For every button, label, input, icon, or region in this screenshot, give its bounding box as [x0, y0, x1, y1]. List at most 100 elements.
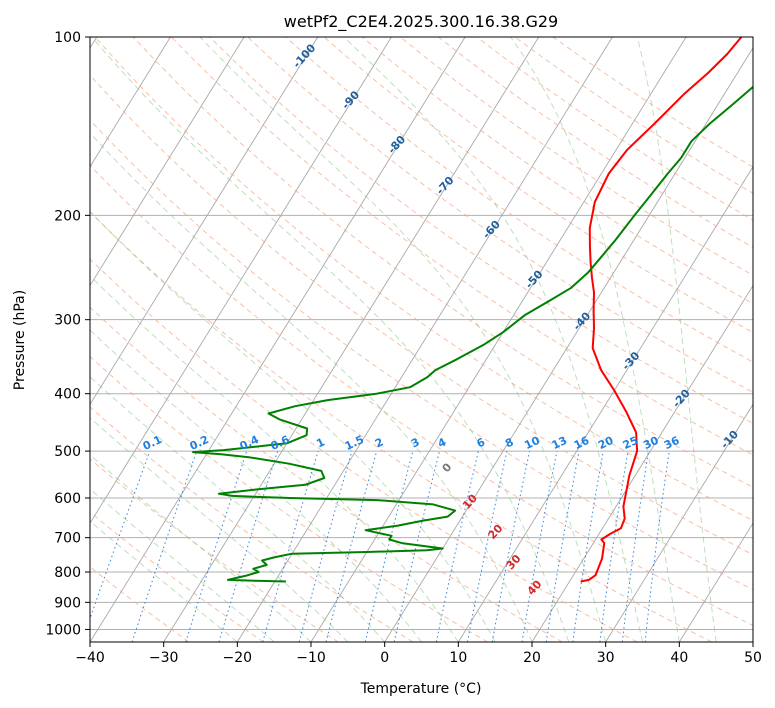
line-label: 30	[504, 552, 524, 572]
dry-adiabat	[90, 458, 339, 642]
y-tick-label: 100	[54, 30, 81, 46]
line-label: 40	[525, 577, 545, 597]
y-tick-label: 400	[54, 387, 81, 403]
line-label: 30	[641, 434, 661, 452]
mixing-ratio-line	[298, 450, 353, 642]
line-label: -100	[290, 41, 318, 70]
line-label: -50	[523, 268, 546, 292]
dry-adiabat	[323, 37, 753, 334]
moist-adiabat	[91, 37, 570, 642]
isotherm-line	[384, 47, 753, 642]
isotherm-line	[457, 165, 753, 642]
moist-adiabat	[90, 520, 238, 642]
moist-adiabat	[90, 275, 459, 642]
dry-adiabat	[247, 37, 753, 393]
mixing-ratio-line	[521, 451, 558, 642]
isotherm-line	[531, 284, 753, 642]
line-label: 10	[460, 492, 480, 512]
dry-adiabat	[171, 37, 753, 456]
moist-adiabat	[90, 454, 312, 642]
isotherm-line	[163, 37, 540, 642]
mixing-ratio-line	[218, 450, 279, 642]
moist-adiabat	[90, 132, 533, 642]
mixing-ratio-line	[599, 451, 629, 642]
y-axis-label: Pressure (hPa)	[12, 290, 28, 390]
y-tick-label: 700	[54, 531, 81, 547]
mixing-ratio-line	[262, 450, 319, 642]
isotherm-line	[90, 37, 319, 406]
x-tick-label: 0	[380, 650, 389, 666]
moist-adiabat	[90, 329, 422, 642]
mixing-ratio-line	[491, 450, 531, 642]
line-label: 2	[373, 435, 385, 450]
dry-adiabat	[90, 258, 638, 642]
background-lines	[90, 37, 753, 642]
y-tick-label: 800	[54, 565, 81, 581]
isotherm-line	[605, 403, 753, 642]
dry-adiabat	[94, 37, 753, 522]
temperature-line	[580, 37, 743, 583]
x-tick-label: 40	[670, 650, 688, 666]
line-label: 0	[440, 460, 455, 475]
line-label: 20	[486, 522, 506, 542]
mixing-ratio-line	[435, 450, 479, 642]
mixing-ratio-line	[644, 451, 670, 642]
moist-adiabat	[199, 37, 607, 642]
line-label: 10	[522, 434, 542, 452]
dry-adiabat	[90, 211, 712, 642]
x-axis: −40 −30 −20 −10 0 10 20 30 40 50	[75, 642, 762, 666]
chart-title: wetPf2_C2E4.2025.300.16.38.G29	[284, 12, 558, 32]
y-tick-label: 200	[54, 208, 81, 224]
dry-adiabat	[90, 119, 753, 591]
moist-adiabat	[90, 417, 349, 642]
moist-adiabat	[90, 488, 275, 642]
x-tick-label: 50	[744, 650, 762, 666]
line-label: 36	[662, 434, 682, 452]
line-label: 13	[550, 434, 569, 452]
y-tick-label: 300	[54, 313, 81, 329]
dry-adiabat	[90, 511, 264, 642]
mixing-ratio-line	[185, 450, 248, 642]
line-label: -30	[620, 349, 643, 373]
dry-adiabat	[132, 37, 753, 488]
dry-adiabat	[90, 566, 190, 642]
moist-adiabat	[90, 376, 386, 642]
x-tick-label: −30	[149, 650, 179, 666]
plot-frame	[89, 36, 754, 643]
line-label: 0.6	[268, 433, 291, 453]
x-tick-label: −40	[75, 650, 105, 666]
y-axis: 100 200 300 400 500 600 700 800 900 1000	[45, 30, 90, 638]
line-label: 16	[572, 434, 592, 452]
dry-adiabat	[438, 37, 753, 248]
line-label: -90	[339, 88, 362, 112]
dry-adiabat	[90, 406, 414, 642]
line-label: -20	[670, 387, 693, 411]
isotherm-line	[752, 641, 753, 642]
dry-adiabat	[476, 37, 753, 221]
line-label: 0.2	[188, 433, 211, 453]
moist-adiabat	[636, 37, 717, 642]
y-tick-label: 600	[54, 491, 81, 507]
isotherm-line	[90, 37, 245, 287]
dry-adiabat	[90, 164, 753, 627]
dewpoint-line	[192, 85, 753, 583]
moist-adiabat	[343, 37, 643, 642]
x-tick-label: −10	[296, 650, 326, 666]
x-tick-label: 10	[449, 650, 467, 666]
line-label: 1	[314, 435, 326, 450]
moist-adiabat	[510, 37, 680, 642]
y-tick-label: 1000	[45, 622, 81, 638]
mixing-ratio-line	[467, 450, 508, 642]
line-label: 4	[436, 435, 449, 450]
dry-adiabat	[90, 355, 488, 642]
line-label: 25	[621, 434, 640, 452]
x-tick-label: 30	[597, 650, 615, 666]
dry-adiabat	[90, 306, 563, 642]
line-label: 6	[475, 435, 488, 450]
y-tick-label: 900	[54, 595, 81, 611]
isotherm-line	[90, 37, 466, 642]
mixing-ratio-line	[545, 451, 580, 642]
dry-adiabat	[399, 37, 753, 276]
x-axis-label: Temperature (°C)	[360, 681, 482, 697]
